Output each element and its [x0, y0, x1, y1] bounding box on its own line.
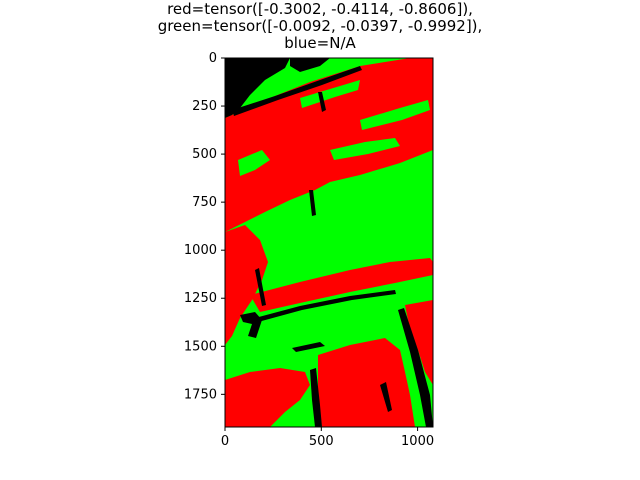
y-tick-label-2: 500: [192, 147, 217, 162]
y-axis: 0 250 500 750 1000 1250 1500 1750: [184, 51, 225, 402]
x-tick-label-0: 0: [221, 434, 229, 449]
black-line-bottom: [310, 368, 322, 427]
axes-frame: [224, 57, 434, 428]
red-region-bottom-left: [225, 368, 310, 427]
image-area: [225, 58, 433, 427]
y-tick-label-3: 750: [192, 195, 217, 210]
black-region-topleft: [225, 58, 290, 118]
black-line-diagonal-1: [232, 66, 362, 116]
black-line-bottom-2: [380, 382, 392, 412]
black-line-right: [398, 308, 433, 427]
black-line-vertical-2: [309, 190, 316, 216]
x-tick-label-1: 500: [309, 434, 334, 449]
y-tick-label-5: 1250: [184, 291, 217, 306]
green-patch-3: [330, 138, 400, 160]
black-region-top: [290, 58, 330, 72]
chart-title-line-3: blue=N/A: [284, 34, 356, 52]
green-patch-4: [238, 150, 270, 176]
y-tick-label-1: 250: [192, 99, 217, 114]
red-region-top: [225, 58, 433, 232]
black-line-stripe: [255, 290, 396, 322]
y-tick-label-0: 0: [209, 51, 217, 66]
x-tick-label-2: 1000: [401, 434, 434, 449]
black-line-lower: [292, 342, 325, 352]
black-line-vertical-1: [318, 92, 326, 112]
green-patch-1: [300, 80, 360, 108]
y-tick-label-4: 1000: [184, 243, 217, 258]
red-region-left-mid: [225, 225, 268, 345]
chart-title-line-1: red=tensor([-0.3002, -0.4114, -0.8606]),: [167, 0, 473, 18]
red-region-bottom-right: [405, 300, 433, 385]
black-line-vertical-3: [255, 268, 266, 306]
x-axis: 0 500 1000: [221, 427, 434, 449]
y-tick-label-7: 1750: [184, 387, 217, 402]
green-patch-2: [360, 100, 430, 130]
y-tick-label-6: 1500: [184, 339, 217, 354]
chart-title-line-2: green=tensor([-0.0092, -0.0397, -0.9992]…: [157, 17, 483, 35]
red-region-stripe-mid: [250, 258, 433, 312]
